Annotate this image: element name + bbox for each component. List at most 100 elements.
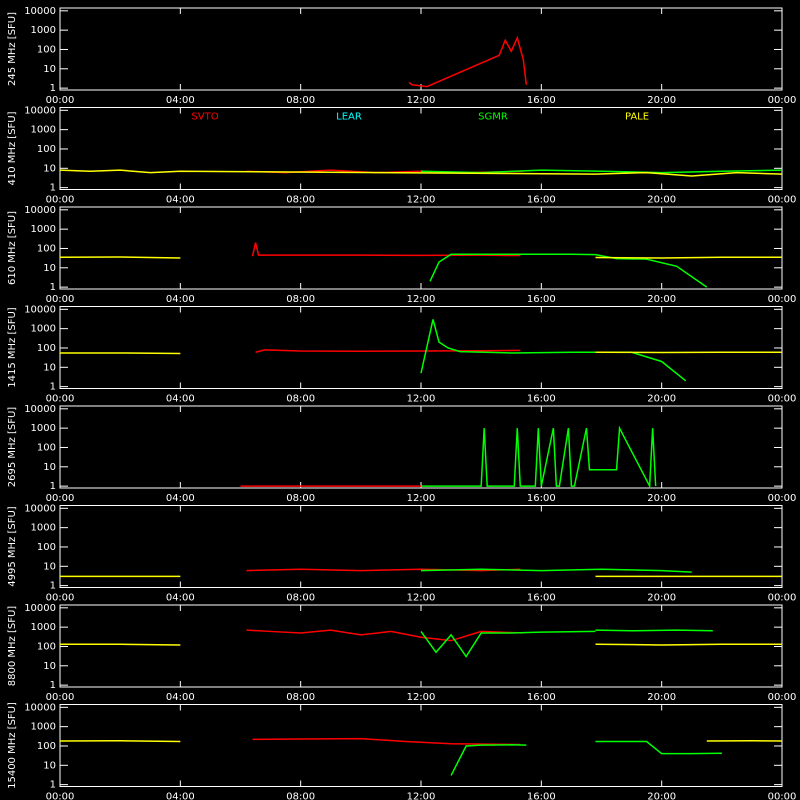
y-tick-label: 100 <box>37 741 56 752</box>
data-line <box>59 256 181 259</box>
data-line <box>421 425 657 489</box>
data-line <box>59 740 181 743</box>
plot-frame <box>59 7 783 91</box>
x-tick-label: 00:00 <box>768 692 797 703</box>
y-axis-label: 4995 MHz [SFU] <box>7 506 18 587</box>
y-tick-label: 100 <box>37 343 56 354</box>
x-tick-label: 20:00 <box>647 692 676 703</box>
x-tick-label: 00:00 <box>46 195 75 206</box>
x-tick-label: 04:00 <box>166 294 195 305</box>
x-tick-label: 08:00 <box>286 493 315 504</box>
x-tick-label: 20:00 <box>647 394 676 405</box>
plot-frame <box>59 306 783 389</box>
y-tick-label: 1 <box>50 282 56 293</box>
x-tick-label: 00:00 <box>46 95 75 106</box>
x-tick-label: 04:00 <box>166 593 195 604</box>
y-tick-label: 10 <box>43 362 56 373</box>
x-tick-label: 20:00 <box>647 294 676 305</box>
legend-entry: SVTO <box>191 112 218 123</box>
plot-frame <box>59 206 783 290</box>
x-tick-label: 00:00 <box>46 692 75 703</box>
data-line <box>252 737 521 746</box>
y-tick-label: 10 <box>43 462 56 473</box>
x-tick-label: 00:00 <box>46 493 75 504</box>
x-tick-label: 16:00 <box>527 692 556 703</box>
x-tick-label: 12:00 <box>407 593 436 604</box>
x-tick-label: 12:00 <box>407 692 436 703</box>
x-tick-label: 16:00 <box>527 294 556 305</box>
y-tick-label: 1000 <box>31 423 56 434</box>
data-line <box>59 169 783 177</box>
x-tick-label: 00:00 <box>768 394 797 405</box>
x-tick-label: 04:00 <box>166 195 195 206</box>
x-tick-label: 04:00 <box>166 493 195 504</box>
x-tick-label: 00:00 <box>46 394 75 405</box>
y-tick-label: 10000 <box>24 205 56 216</box>
x-tick-label: 04:00 <box>166 692 195 703</box>
data-line <box>595 256 782 259</box>
y-tick-label: 100 <box>37 44 56 55</box>
y-tick-label: 1 <box>50 382 56 393</box>
x-tick-label: 16:00 <box>527 95 556 106</box>
y-axis-label: 2695 MHz [SFU] <box>7 407 18 488</box>
data-line <box>246 629 524 642</box>
y-tick-label: 10000 <box>24 304 56 315</box>
y-axis-label: 15400 MHz [SFU] <box>7 702 18 789</box>
y-tick-label: 10 <box>43 661 56 672</box>
x-tick-label: 04:00 <box>166 95 195 106</box>
x-tick-label: 12:00 <box>407 195 436 206</box>
x-tick-label: 00:00 <box>768 493 797 504</box>
x-tick-label: 16:00 <box>527 792 556 800</box>
y-tick-label: 100 <box>37 144 56 155</box>
x-tick-label: 20:00 <box>647 593 676 604</box>
data-line <box>420 630 596 658</box>
x-tick-label: 20:00 <box>647 493 676 504</box>
y-tick-label: 10000 <box>24 6 56 17</box>
y-tick-label: 1 <box>50 581 56 592</box>
y-tick-label: 10000 <box>24 702 56 713</box>
y-tick-label: 100 <box>37 542 56 553</box>
legend-entry: SGMR <box>478 112 508 123</box>
plot-frame <box>59 505 783 588</box>
y-tick-label: 1000 <box>31 523 56 534</box>
data-line <box>429 253 708 288</box>
data-line <box>420 319 687 382</box>
x-tick-label: 04:00 <box>166 394 195 405</box>
plot-frame <box>59 604 783 688</box>
y-tick-label: 10000 <box>24 404 56 415</box>
y-tick-label: 10 <box>43 561 56 572</box>
data-line <box>595 629 713 632</box>
y-tick-label: 1 <box>50 83 56 94</box>
y-tick-label: 10000 <box>24 603 56 614</box>
x-tick-label: 08:00 <box>286 692 315 703</box>
y-tick-label: 1 <box>50 183 56 194</box>
x-tick-label: 12:00 <box>407 493 436 504</box>
x-tick-label: 12:00 <box>407 394 436 405</box>
y-tick-label: 1000 <box>31 722 56 733</box>
x-tick-label: 00:00 <box>768 792 797 800</box>
x-tick-label: 20:00 <box>647 792 676 800</box>
x-tick-label: 00:00 <box>768 593 797 604</box>
y-tick-label: 10 <box>43 64 56 75</box>
y-axis-label: 410 MHz [SFU] <box>7 111 18 185</box>
y-axis-label: 1415 MHz [SFU] <box>7 307 18 388</box>
x-tick-label: 08:00 <box>286 195 315 206</box>
legend-entry: PALE <box>625 112 649 123</box>
y-tick-label: 1000 <box>31 622 56 633</box>
y-tick-label: 10 <box>43 163 56 174</box>
y-tick-label: 100 <box>37 442 56 453</box>
x-tick-label: 00:00 <box>768 195 797 206</box>
x-tick-label: 08:00 <box>286 294 315 305</box>
data-line <box>246 568 521 572</box>
y-tick-label: 10000 <box>24 503 56 514</box>
x-tick-label: 16:00 <box>527 195 556 206</box>
x-tick-label: 20:00 <box>647 195 676 206</box>
x-tick-label: 16:00 <box>527 593 556 604</box>
y-tick-label: 1 <box>50 780 56 791</box>
y-tick-label: 1000 <box>31 125 56 136</box>
x-tick-label: 00:00 <box>768 95 797 106</box>
x-tick-label: 12:00 <box>407 792 436 800</box>
x-tick-label: 08:00 <box>286 792 315 800</box>
x-tick-label: 12:00 <box>407 95 436 106</box>
